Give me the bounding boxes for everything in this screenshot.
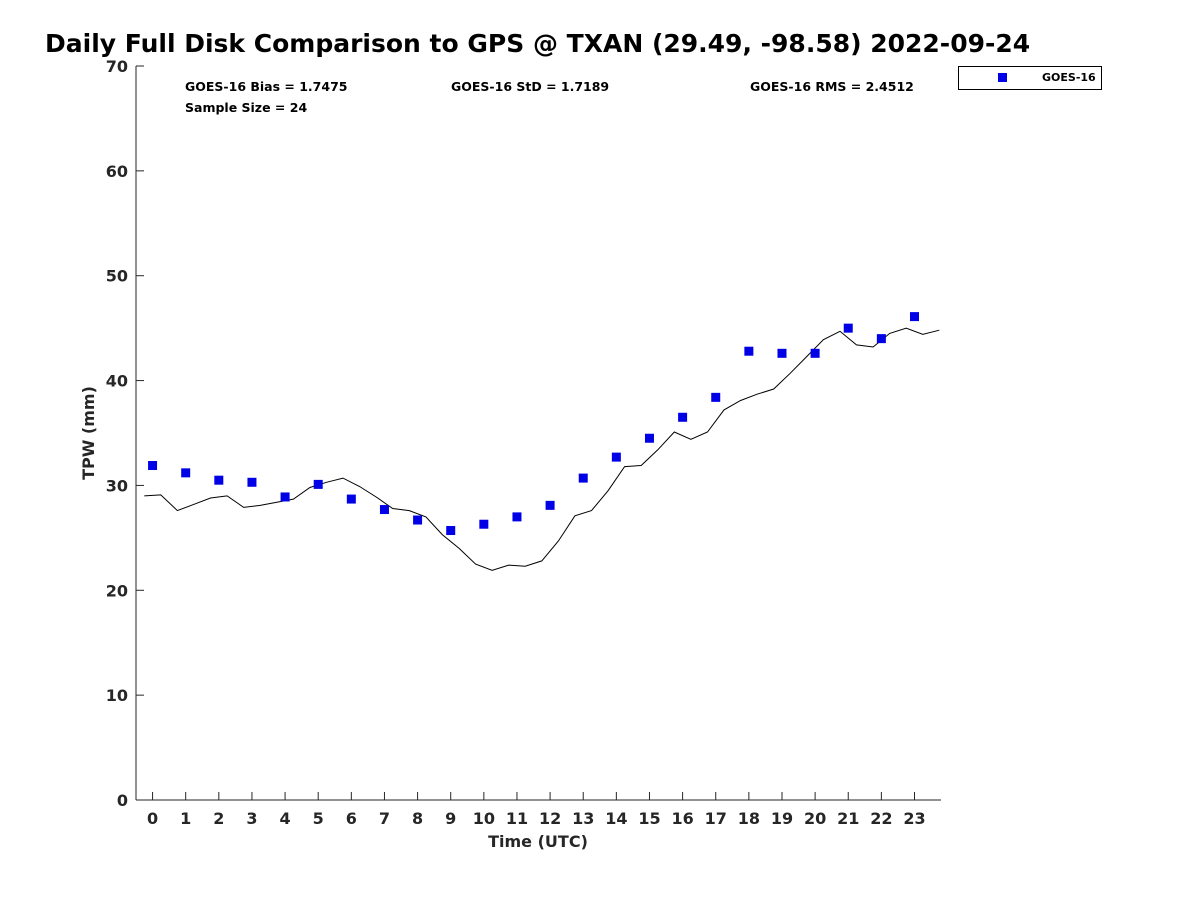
x-tick-label: 9 [445,809,456,828]
goes16-point [578,473,588,483]
x-tick-label: 8 [412,809,423,828]
chart-title: Daily Full Disk Comparison to GPS @ TXAN… [45,29,1031,58]
x-tick-label: 6 [346,809,357,828]
y-tick-label: 60 [106,162,128,181]
goes16-point [810,348,820,358]
x-tick-label: 18 [738,809,760,828]
goes16-point [644,433,654,443]
x-tick-label: 10 [473,809,495,828]
x-tick-label: 7 [379,809,390,828]
x-tick-label: 14 [605,809,627,828]
gps-tpw-line [144,327,940,571]
goes16-point [280,492,290,502]
x-tick-label: 22 [870,809,892,828]
x-axis-label: Time (UTC) [488,832,588,851]
goes16-point [611,452,621,462]
sample-size-annotation: Sample Size = 24 [185,100,307,115]
goes16-point [379,505,389,515]
x-tick-label: 4 [280,809,291,828]
y-tick-label: 20 [106,581,128,600]
x-tick-label: 12 [539,809,561,828]
legend-swatch-goes16 [998,73,1007,82]
goes16-point [346,494,356,504]
goes16-point [247,477,257,487]
plot-axes [135,66,941,801]
goes16-point [512,512,522,522]
x-tick-label: 21 [837,809,859,828]
y-axis-label: TPW (mm) [79,386,98,480]
goes16-point [843,323,853,333]
x-tick-label: 5 [313,809,324,828]
goes16-point [479,519,489,529]
y-tick-label: 0 [117,791,128,810]
goes16-point [446,526,456,536]
x-tick-label: 1 [180,809,191,828]
goes16-point [909,312,919,322]
x-tick-label: 2 [213,809,224,828]
legend-label-goes16: GOES-16 [1042,71,1096,84]
goes16-point [545,500,555,510]
y-tick-label: 40 [106,372,128,391]
x-tick-label: 23 [903,809,925,828]
goes16-point [214,475,224,485]
goes16-point [148,461,158,471]
y-tick-label: 30 [106,476,128,495]
goes16-point [313,479,323,489]
goes16-point [678,412,688,422]
goes16-point [876,334,886,344]
x-tick-label: 0 [147,809,158,828]
x-tick-label: 13 [572,809,594,828]
goes16-point [181,468,191,478]
bias-annotation: GOES-16 Bias = 1.7475 [185,79,347,94]
goes16-point [711,392,721,402]
legend: GOES-16 [958,66,1102,90]
x-tick-label: 17 [705,809,727,828]
x-tick-label: 11 [506,809,528,828]
series-layer [144,312,940,571]
x-tick-label: 15 [638,809,660,828]
x-tick-label: 3 [246,809,257,828]
x-tick-label: 20 [804,809,826,828]
stats-annotations: GOES-16 Bias = 1.7475 GOES-16 StD = 1.71… [185,79,914,115]
std-annotation: GOES-16 StD = 1.7189 [451,79,609,94]
y-tick-label: 50 [106,267,128,286]
goes16-point [777,348,787,358]
y-tick-label: 10 [106,686,128,705]
goes16-point [744,346,754,356]
rms-annotation: GOES-16 RMS = 2.4512 [750,79,914,94]
y-tick-label: 70 [106,57,128,76]
x-tick-label: 16 [671,809,693,828]
legend-box [958,66,1102,90]
goes16-point [413,515,423,525]
x-tick-label: 19 [771,809,793,828]
